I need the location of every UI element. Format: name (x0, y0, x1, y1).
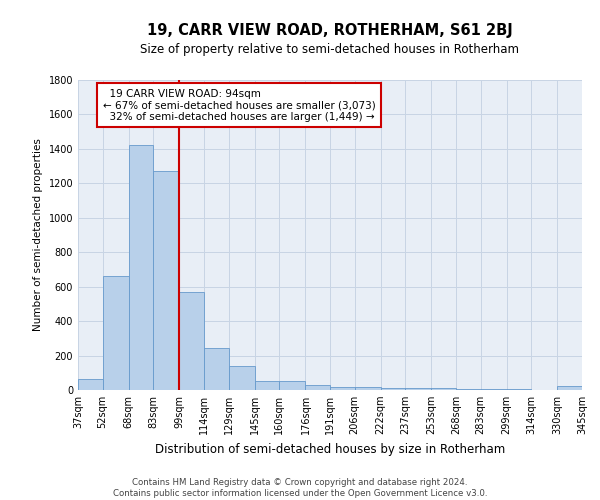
Bar (330, 386, 355, 390)
Text: Contains HM Land Registry data © Crown copyright and database right 2024.
Contai: Contains HM Land Registry data © Crown c… (113, 478, 487, 498)
Text: Size of property relative to semi-detached houses in Rotherham: Size of property relative to semi-detach… (140, 42, 520, 56)
Y-axis label: Number of semi-detached properties: Number of semi-detached properties (33, 138, 43, 332)
Text: 19, CARR VIEW ROAD, ROTHERHAM, S61 2BJ: 19, CARR VIEW ROAD, ROTHERHAM, S61 2BJ (147, 22, 513, 38)
Bar (507, 389, 531, 390)
Bar (456, 389, 481, 390)
Bar (103, 276, 129, 390)
Bar (381, 388, 405, 390)
Bar (279, 382, 305, 390)
Bar (431, 388, 456, 390)
Bar (229, 366, 255, 390)
Bar (179, 292, 204, 390)
Bar (204, 348, 229, 390)
Bar (405, 388, 431, 390)
Bar (305, 385, 330, 390)
Bar (153, 172, 179, 390)
Bar (557, 386, 582, 390)
Bar (355, 388, 381, 390)
Bar (78, 379, 103, 390)
Text: 19 CARR VIEW ROAD: 94sqm
← 67% of semi-detached houses are smaller (3,073)
  32%: 19 CARR VIEW ROAD: 94sqm ← 67% of semi-d… (103, 88, 375, 122)
X-axis label: Distribution of semi-detached houses by size in Rotherham: Distribution of semi-detached houses by … (155, 442, 505, 456)
Bar (129, 146, 153, 390)
Bar (481, 389, 507, 390)
Bar (255, 380, 279, 390)
